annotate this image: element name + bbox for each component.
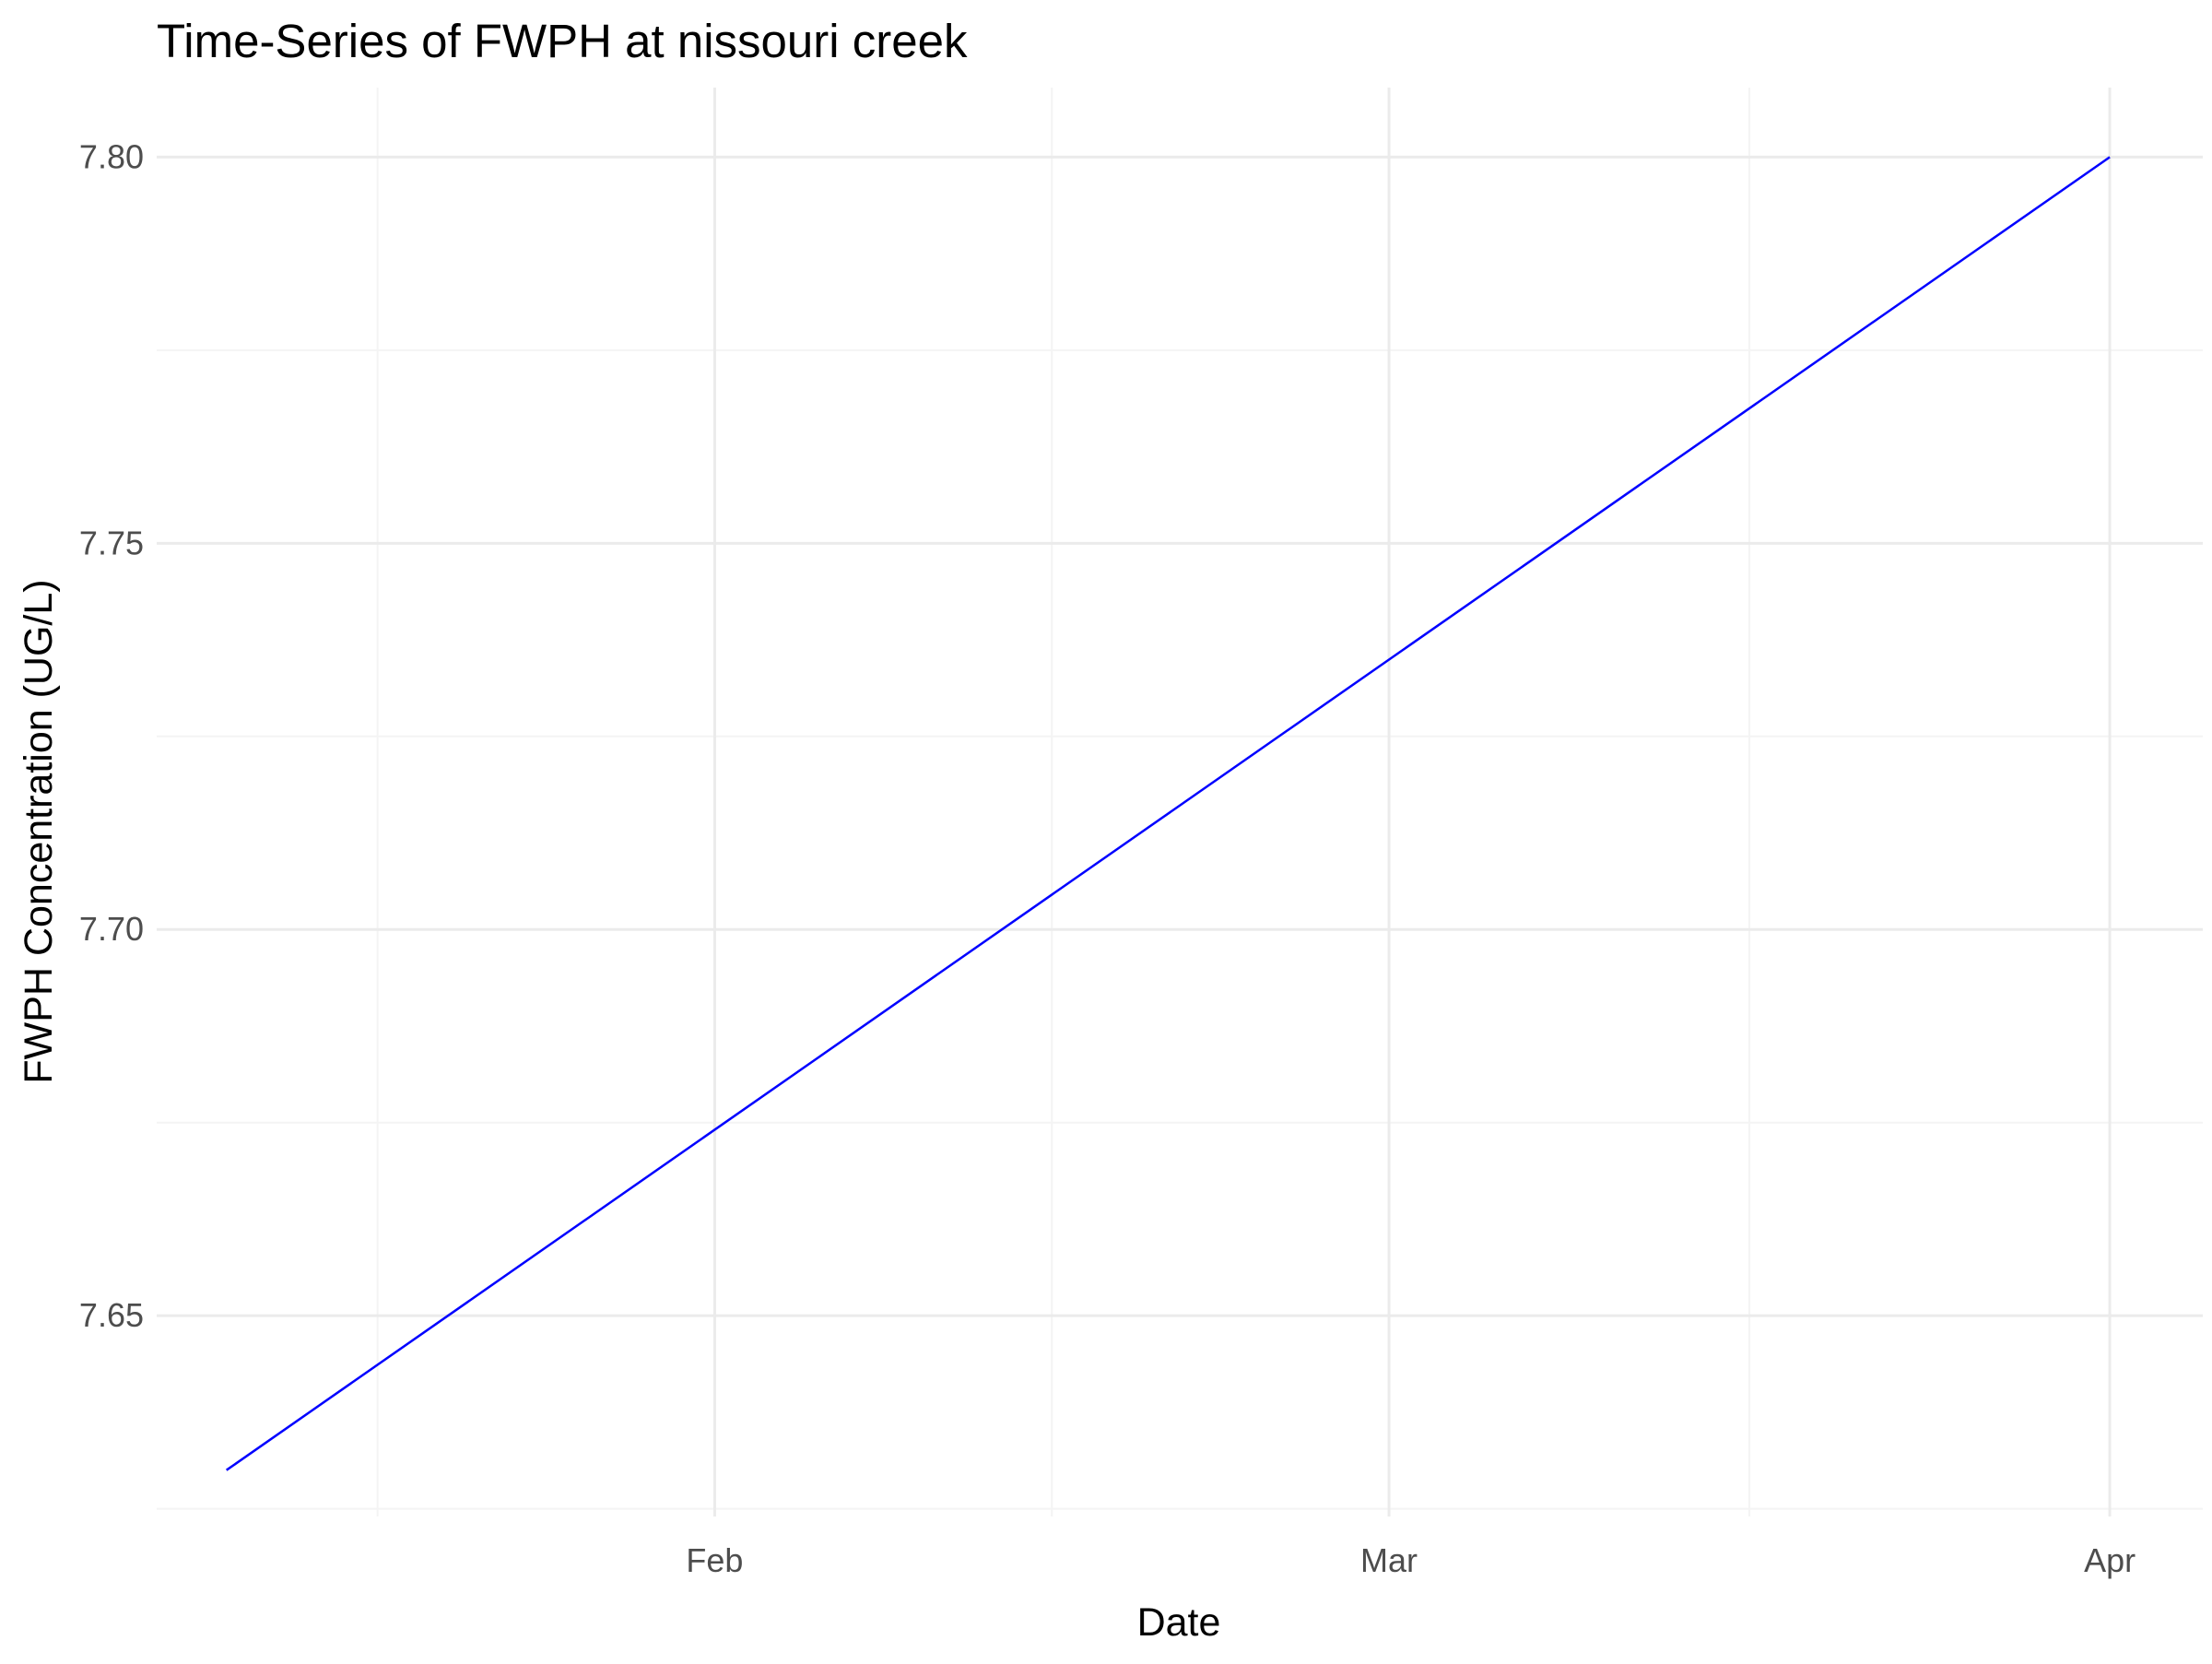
series-line — [225, 156, 2111, 1471]
major-gridlines — [157, 88, 2203, 1516]
x-tick-label: Mar — [1360, 1541, 1418, 1579]
x-axis-ticks: Feb Mar Apr — [686, 1541, 2136, 1579]
x-tick-label: Feb — [686, 1541, 743, 1579]
y-tick-label: 7.70 — [79, 910, 144, 948]
y-tick-label: 7.65 — [79, 1296, 144, 1334]
series-layer — [225, 156, 2111, 1471]
x-tick-label: Apr — [2084, 1541, 2136, 1579]
minor-gridlines — [157, 88, 2203, 1516]
y-axis-title: FWPH Concentration (UG/L) — [17, 579, 61, 1083]
y-tick-label: 7.75 — [79, 524, 144, 561]
y-axis-ticks: 7.65 7.70 7.75 7.80 — [79, 137, 144, 1334]
chart-title: Time-Series of FWPH at nissouri creek — [157, 15, 968, 67]
x-axis-title: Date — [1137, 1600, 1221, 1645]
y-tick-label: 7.80 — [79, 137, 144, 175]
